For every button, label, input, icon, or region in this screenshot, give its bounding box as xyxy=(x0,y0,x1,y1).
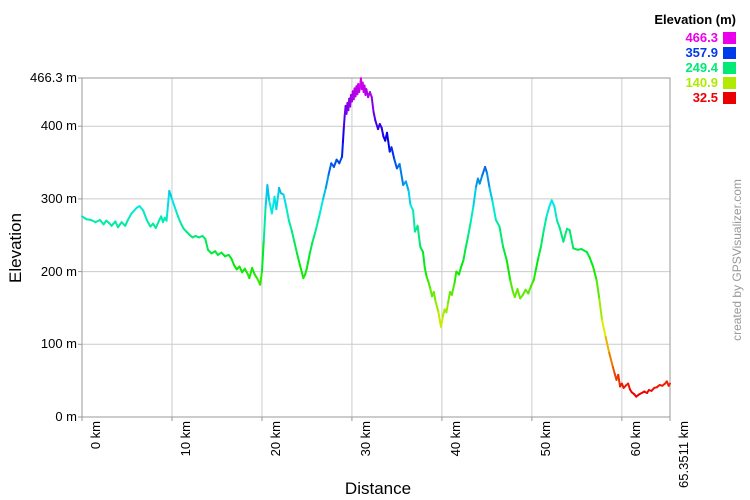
x-axis-tick-label: 60 km xyxy=(627,421,643,457)
legend-item: 32.5 xyxy=(654,90,736,105)
legend-color-swatch xyxy=(723,61,736,74)
legend: Elevation (m) 466.3 357.9 249.4 140.9 32.5 xyxy=(654,12,736,105)
legend-value: 466.3 xyxy=(685,30,718,45)
legend-color-swatch xyxy=(723,91,736,104)
plot-border xyxy=(81,77,671,418)
y-axis-tick-label: 0 m xyxy=(55,409,77,424)
elevation-profile-line xyxy=(81,77,671,398)
x-axis-tick-label: 40 km xyxy=(447,421,463,457)
x-axis-tick-label: 30 km xyxy=(357,421,373,457)
legend-value: 32.5 xyxy=(692,90,718,105)
watermark: created by GPSVisualizer.com xyxy=(730,179,744,341)
y-axis-tick-label: 100 m xyxy=(40,336,77,352)
legend-color-swatch xyxy=(723,76,736,89)
y-axis-tick-label: 300 m xyxy=(40,190,77,206)
legend-color-swatch xyxy=(723,31,736,44)
x-axis-title: Distance xyxy=(344,479,412,498)
legend-item: 357.9 xyxy=(654,45,736,60)
axis-ticks xyxy=(78,77,671,421)
legend-item: 140.9 xyxy=(654,75,736,90)
y-axis-tick-label: 200 m xyxy=(40,263,77,279)
y-axis-tick-label: 466.3 m xyxy=(30,70,77,85)
legend-item: 249.4 xyxy=(654,60,736,75)
legend-color-swatch xyxy=(723,46,736,59)
x-axis-tick-label: 10 km xyxy=(177,421,193,457)
y-axis-tick-label: 400 m xyxy=(40,118,77,134)
x-axis-tick-label: 0 km xyxy=(88,421,103,450)
x-axis-tick-label: 50 km xyxy=(537,421,553,457)
legend-value: 357.9 xyxy=(685,45,718,60)
legend-value: 140.9 xyxy=(685,75,718,90)
x-axis-tick-label: 65.3511 km xyxy=(676,421,691,488)
legend-title: Elevation (m) xyxy=(654,12,736,27)
legend-items: 466.3 357.9 249.4 140.9 32.5 xyxy=(654,30,736,105)
x-axis-tick-label: 20 km xyxy=(267,421,283,457)
gridlines xyxy=(82,78,670,417)
legend-value: 249.4 xyxy=(685,60,718,75)
legend-item: 466.3 xyxy=(654,30,736,45)
